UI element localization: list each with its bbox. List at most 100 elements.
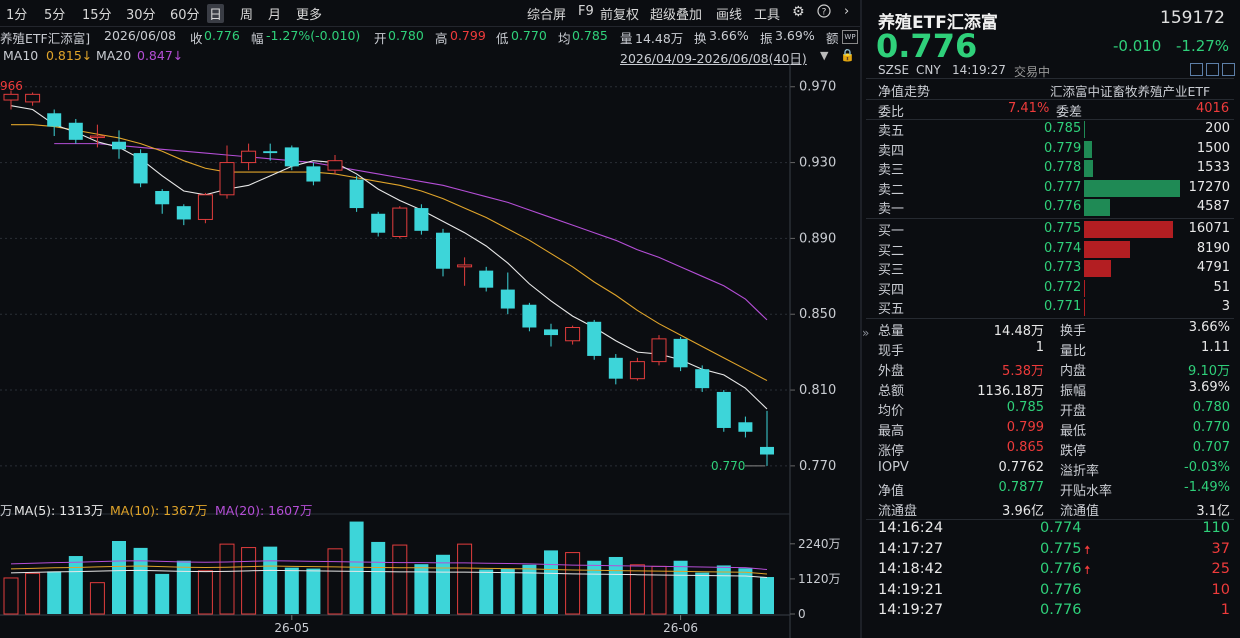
stat-label: 开贴水率: [1060, 484, 1113, 499]
period-month[interactable]: 月: [268, 8, 282, 23]
period-1min[interactable]: 1分: [6, 8, 28, 23]
candle-up: [565, 325, 581, 345]
window-icon[interactable]: WP: [842, 30, 858, 44]
period-5min[interactable]: 5分: [44, 8, 66, 23]
gear-icon[interactable]: ⚙: [792, 4, 805, 20]
period-week[interactable]: 周: [240, 8, 254, 23]
stat-value: 3.66%: [1188, 320, 1230, 335]
nav-trend-label[interactable]: 净值走势: [878, 85, 931, 100]
bid-level-4[interactable]: 买四 0.772 51: [866, 279, 1234, 299]
price-tick-label: 0.930: [799, 156, 836, 171]
candle-body: [500, 289, 515, 309]
lock-icon[interactable]: 🔒: [840, 48, 855, 62]
candle-down: [284, 145, 299, 171]
stats-row: 最高 0.799 最低 0.770: [866, 420, 1234, 440]
grid-icon[interactable]: [1206, 63, 1219, 76]
level-volume: 1500: [1196, 140, 1230, 156]
level-volume-bar: [1084, 199, 1110, 216]
stat-value: 0.865: [1006, 440, 1044, 455]
stat-value: 1.11: [1201, 340, 1230, 355]
period-15min[interactable]: 15分: [82, 8, 112, 23]
candle-body: [263, 151, 278, 154]
stat-value: 1136.18万: [977, 384, 1044, 399]
stat-label: 流通盘: [878, 504, 918, 519]
period-day[interactable]: 日: [207, 4, 225, 23]
tick-row: 14:18:42 0.776 🠅 25: [866, 561, 1234, 581]
volume-bar: [3, 577, 19, 615]
level-label: 买四: [878, 282, 905, 298]
level-volume-bar: [1084, 260, 1111, 277]
stats-row: 均价 0.785 开盘 0.780: [866, 400, 1234, 420]
tick-row: 14:19:21 0.776 10: [866, 582, 1234, 602]
candle-body: [695, 369, 710, 389]
high-value: 0.799: [450, 28, 486, 43]
candle-body: [25, 93, 41, 103]
ask-level-2[interactable]: 卖四 0.779 1500: [866, 140, 1234, 160]
menu-adjust[interactable]: 前复权: [600, 8, 640, 23]
vol-label: 量: [620, 31, 633, 46]
stat-value: 0.780: [1192, 400, 1230, 415]
tick-time: 14:18:42: [878, 561, 944, 577]
bid-level-5[interactable]: 买五 0.771 3: [866, 298, 1234, 318]
period-toolbar: 1分 5分 15分 30分 60分 日 周 月 更多 综合屏 F9 前复权 超级…: [0, 0, 860, 27]
triangle-down-icon[interactable]: ▼: [820, 49, 829, 62]
bid-level-3[interactable]: 买三 0.773 4791: [866, 259, 1234, 279]
volume-bar: [738, 568, 753, 614]
volume-bar: [695, 572, 710, 614]
level-volume: 3: [1221, 299, 1230, 314]
quote-time: 14:19:27: [952, 63, 1006, 77]
kline-chart[interactable]: 0.970 0.930 0.890 0.850 0.810 0.770 0.770 2240万…: [0, 64, 860, 638]
ma10-label: MA10: [3, 48, 39, 63]
candle-body: [284, 147, 299, 167]
period-more[interactable]: 更多: [296, 8, 323, 23]
bid-level-1[interactable]: 买一 0.775 16071: [866, 220, 1234, 240]
tick-row: 14:19:27 0.776 1: [866, 602, 1234, 622]
volume-bar: [349, 521, 364, 614]
ask-level-1[interactable]: 卖五 0.785 200: [866, 120, 1234, 140]
collapse-icon[interactable]: »: [862, 326, 870, 340]
candle-down: [349, 175, 364, 212]
volume-bar: [565, 552, 581, 615]
volume-ma10-line: [10, 565, 768, 575]
svg-text:?: ?: [822, 8, 827, 18]
level-volume: 8190: [1196, 240, 1230, 256]
help-icon[interactable]: ?: [815, 4, 833, 22]
menu-f9[interactable]: F9: [578, 4, 594, 19]
weicha-label: 委差: [1056, 105, 1083, 120]
level-volume-bar: [1084, 121, 1085, 138]
pen-icon[interactable]: [1190, 63, 1203, 76]
candle-down: [544, 323, 558, 347]
volume-bar: [457, 543, 473, 615]
candle-up: [89, 124, 105, 148]
menu-overlay[interactable]: 超级叠加: [650, 8, 703, 23]
volume-bar: [219, 543, 235, 615]
menu-composite[interactable]: 综合屏: [527, 8, 567, 23]
volume-bar: [760, 577, 774, 614]
tick-time: 14:17:27: [878, 540, 944, 557]
level-label: 卖五: [878, 124, 905, 139]
stat-value: 5.38万: [1002, 364, 1044, 379]
ask-level-3[interactable]: 卖三 0.778 1533: [866, 159, 1234, 179]
tick-price: 0.776: [1040, 581, 1082, 598]
ask-level-5[interactable]: 卖一 0.776 4587: [866, 198, 1234, 218]
bid-level-2[interactable]: 买二 0.774 8190: [866, 240, 1234, 260]
period-60min[interactable]: 60分: [170, 8, 200, 23]
level-label: 卖三: [878, 163, 905, 178]
chevron-right-icon[interactable]: ›: [844, 4, 850, 19]
period-30min[interactable]: 30分: [126, 8, 156, 23]
level-volume: 51: [1213, 279, 1230, 295]
ask-level-4[interactable]: 卖二 0.777 17270: [866, 179, 1234, 199]
level-volume-bar: [1084, 279, 1085, 297]
stat-label: 均价: [878, 404, 905, 419]
window-icon[interactable]: [1222, 63, 1235, 76]
tick-volume: 25: [1211, 561, 1230, 577]
stat-value: 3.1亿: [1196, 504, 1230, 519]
menu-draw[interactable]: 画线: [716, 8, 743, 23]
date-range[interactable]: 2026/04/09-2026/06/08(40日): [620, 51, 807, 66]
candle-body: [673, 338, 688, 368]
volume-bar: [479, 569, 494, 614]
candle-body: [68, 122, 83, 140]
menu-tools[interactable]: 工具: [754, 8, 781, 23]
level-label: 买三: [878, 263, 905, 278]
stat-label: 量比: [1060, 344, 1087, 359]
